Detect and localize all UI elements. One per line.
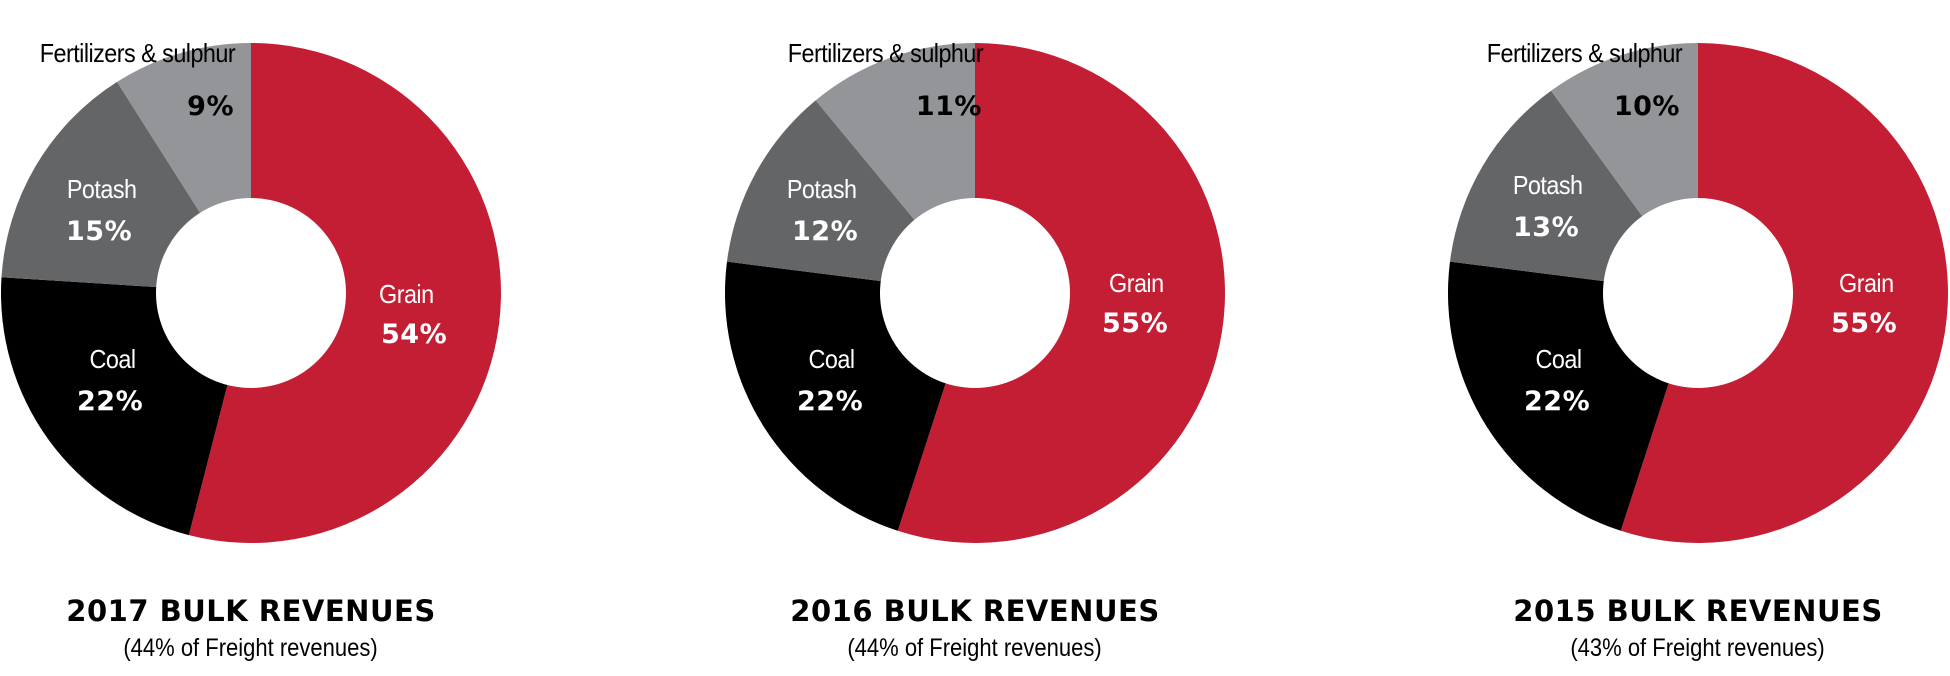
label-coal-name: Coal: [808, 344, 856, 374]
chart-panel-2017: Fertilizers & sulphur 9% Potash 15% Coal…: [0, 0, 520, 676]
label-fertilizers-name: Fertilizers & sulphur: [787, 38, 984, 68]
donut-hole: [1603, 198, 1793, 388]
chart-title-2015: 2015 BULK REVENUES: [1513, 594, 1883, 628]
chart-panel-2015: Fertilizers & sulphur 10% Potash 13% Coa…: [1447, 0, 1950, 676]
chart-subtitle-2015: (43% of Freight revenues): [1447, 634, 1949, 663]
label-grain-value: 55%: [1102, 308, 1169, 339]
label-potash-value: 15%: [66, 216, 133, 247]
label-grain-value: 55%: [1831, 308, 1898, 339]
donut-chart-2016: [725, 43, 1226, 544]
label-fertilizers-name: Fertilizers & sulphur: [1486, 38, 1683, 68]
chart-subtitle-2016: (44% of Freight revenues): [724, 634, 1226, 663]
label-potash-name: Potash: [786, 174, 857, 204]
chart-panel-2016: Fertilizers & sulphur 11% Potash 12% Coa…: [724, 0, 1244, 676]
label-coal-name: Coal: [1535, 344, 1583, 374]
label-coal-value: 22%: [797, 386, 864, 417]
chart-subtitle-2017: (44% of Freight revenues): [0, 634, 502, 663]
label-potash-value: 12%: [792, 216, 859, 247]
label-grain-name: Grain: [1839, 268, 1894, 298]
donut-hole: [156, 198, 346, 388]
label-fertilizers-value: 10%: [1613, 91, 1680, 122]
donut-chart-2017: [0, 43, 502, 543]
label-potash-name: Potash: [1512, 170, 1583, 200]
label-coal-name: Coal: [89, 344, 137, 374]
label-grain-name: Grain: [379, 279, 434, 309]
label-coal-value: 22%: [1524, 386, 1591, 417]
label-grain-name: Grain: [1109, 268, 1164, 298]
chart-subtitle-text: (43% of Freight revenues): [1570, 634, 1826, 662]
donut-hole: [880, 198, 1070, 388]
chart-subtitle-text: (44% of Freight revenues): [123, 634, 379, 662]
label-fertilizers-name: Fertilizers & sulphur: [39, 38, 236, 68]
label-fertilizers-value: 9%: [187, 91, 234, 122]
label-potash-value: 13%: [1513, 212, 1580, 243]
label-potash-name: Potash: [66, 174, 137, 204]
donut-chart-2015: [1448, 43, 1949, 544]
label-grain-value: 54%: [381, 319, 448, 350]
chart-title-2016: 2016 BULK REVENUES: [790, 594, 1160, 628]
label-coal-value: 22%: [77, 386, 144, 417]
label-fertilizers-value: 11%: [915, 91, 982, 122]
chart-subtitle-text: (44% of Freight revenues): [847, 634, 1103, 662]
chart-title-2017: 2017 BULK REVENUES: [66, 594, 436, 628]
